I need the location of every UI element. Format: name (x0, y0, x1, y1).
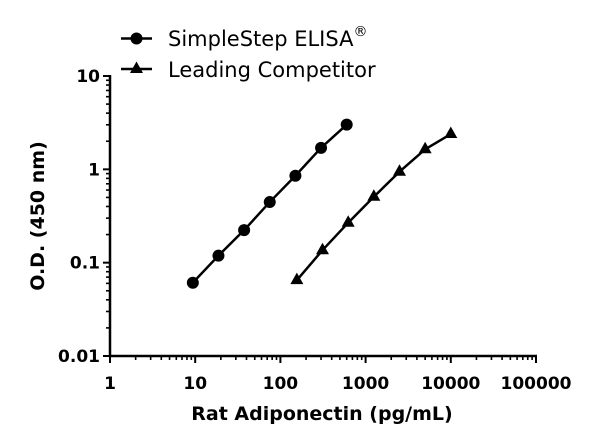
triangle-marker-icon (418, 141, 432, 154)
y-tick-label: 0.01 (58, 347, 100, 367)
circle-marker-icon (289, 169, 302, 182)
triangle-marker-icon (316, 242, 330, 255)
triangle-marker-icon (290, 272, 304, 285)
series-simplestep (186, 118, 353, 289)
legend-item-competitor: Leading Competitor (121, 58, 376, 82)
y-tick-label: 0.1 (70, 254, 100, 274)
circle-marker-icon (315, 141, 328, 154)
legend-item-simplestep: SimpleStep ELISA® (121, 24, 367, 51)
plot-area (186, 118, 458, 289)
triangle-marker-icon (367, 189, 381, 201)
series-line (295, 132, 452, 281)
y-axis-title: O.D. (450 nm) (27, 141, 49, 291)
circle-marker-icon (212, 249, 225, 262)
y-tick-label: 1 (88, 160, 100, 180)
x-tick-label: 100 (263, 374, 299, 394)
legend-label: Leading Competitor (168, 58, 376, 82)
x-tick-label: 100000 (501, 374, 572, 394)
triangle-marker-icon (393, 164, 407, 176)
x-axis-title: Rat Adiponectin (pg/mL) (191, 403, 452, 425)
circle-marker-icon (238, 224, 251, 237)
legend-label: SimpleStep ELISA® (168, 24, 367, 51)
x-tick-label: 1000 (342, 374, 389, 394)
x-tick-label: 10000 (421, 374, 480, 394)
triangle-marker-icon (444, 126, 458, 139)
triangle-marker-icon (341, 215, 355, 227)
y-tick-label: 10 (76, 67, 100, 87)
triangle-marker-icon (130, 61, 143, 73)
x-tick-label: 10 (183, 374, 207, 394)
series-competitor (290, 126, 458, 285)
legend: SimpleStep ELISA® Leading Competitor (121, 24, 376, 82)
circle-marker-icon (130, 32, 143, 45)
x-tick-label: 1 (104, 374, 116, 394)
circle-marker-icon (186, 276, 199, 289)
circle-marker-icon (340, 118, 353, 131)
axes: 1 10 100 1000 10000 100000 0.01 0.1 1 10 (58, 67, 572, 394)
circle-marker-icon (263, 196, 276, 209)
